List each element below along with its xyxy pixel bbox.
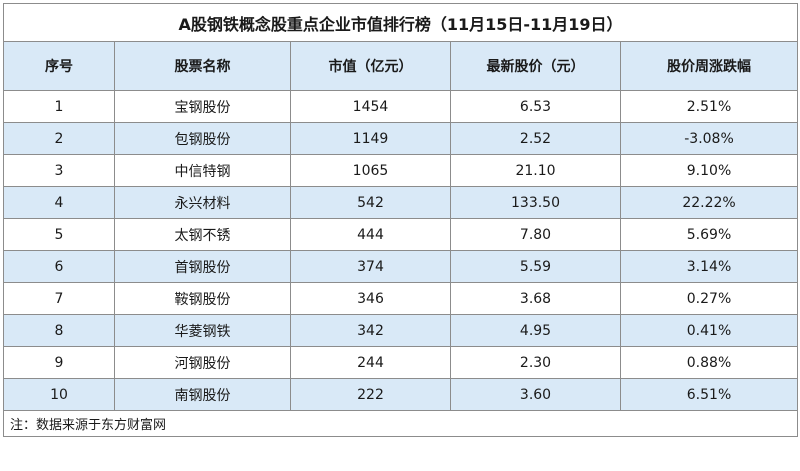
cell-rank: 8	[3, 314, 115, 347]
table-row: 10 南钢股份 222 3.60 6.51%	[3, 378, 799, 411]
cell-latest-price: 133.50	[450, 186, 621, 219]
table-row: 8 华菱钢铁 342 4.95 0.41%	[3, 314, 799, 347]
cell-latest-price: 5.59	[450, 250, 621, 283]
cell-latest-price: 6.53	[450, 90, 621, 123]
cell-weekly-change: -3.08%	[619, 122, 799, 155]
cell-rank: 10	[3, 378, 115, 411]
cell-stock-name: 鞍钢股份	[114, 282, 291, 315]
header-weekly-change: 股价周涨跌幅	[619, 41, 799, 91]
cell-weekly-change: 0.27%	[619, 282, 799, 315]
table-row: 1 宝钢股份 1454 6.53 2.51%	[3, 90, 799, 123]
header-market-cap: 市值（亿元）	[290, 41, 451, 91]
cell-stock-name: 中信特钢	[114, 154, 291, 187]
cell-market-cap: 1454	[290, 90, 451, 123]
cell-stock-name: 永兴材料	[114, 186, 291, 219]
cell-market-cap: 542	[290, 186, 451, 219]
cell-stock-name: 宝钢股份	[114, 90, 291, 123]
header-latest-price: 最新股价（元）	[450, 41, 621, 91]
header-rank: 序号	[3, 41, 115, 91]
cell-rank: 1	[3, 90, 115, 123]
cell-stock-name: 河钢股份	[114, 346, 291, 379]
cell-market-cap: 244	[290, 346, 451, 379]
cell-latest-price: 4.95	[450, 314, 621, 347]
table-title: A股钢铁概念股重点企业市值排行榜（11月15日-11月19日）	[2, 3, 799, 42]
table-row: 4 永兴材料 542 133.50 22.22%	[3, 186, 799, 219]
table-row: 9 河钢股份 244 2.30 0.88%	[3, 346, 799, 379]
cell-weekly-change: 2.51%	[619, 90, 799, 123]
table-row: 5 太钢不锈 444 7.80 5.69%	[3, 218, 799, 251]
cell-weekly-change: 9.10%	[619, 154, 799, 187]
cell-rank: 9	[3, 346, 115, 379]
table-row: 2 包钢股份 1149 2.52 -3.08%	[3, 122, 799, 155]
cell-rank: 5	[3, 218, 115, 251]
cell-market-cap: 1065	[290, 154, 451, 187]
ranking-table-container: A股钢铁概念股重点企业市值排行榜（11月15日-11月19日） 序号 股票名称 …	[2, 3, 799, 468]
header-row: 序号 股票名称 市值（亿元） 最新股价（元） 股价周涨跌幅	[3, 41, 799, 91]
cell-stock-name: 首钢股份	[114, 250, 291, 283]
note-row: 注：数据来源于东方财富网	[2, 410, 799, 437]
cell-latest-price: 2.52	[450, 122, 621, 155]
source-note: 注：数据来源于东方财富网	[2, 410, 799, 437]
cell-market-cap: 222	[290, 378, 451, 411]
cell-stock-name: 南钢股份	[114, 378, 291, 411]
cell-weekly-change: 22.22%	[619, 186, 799, 219]
cell-weekly-change: 0.88%	[619, 346, 799, 379]
table-row: 6 首钢股份 374 5.59 3.14%	[3, 250, 799, 283]
cell-market-cap: 342	[290, 314, 451, 347]
ranking-table: A股钢铁概念股重点企业市值排行榜（11月15日-11月19日） 序号 股票名称 …	[2, 3, 799, 437]
table-row: 7 鞍钢股份 346 3.68 0.27%	[3, 282, 799, 315]
title-row: A股钢铁概念股重点企业市值排行榜（11月15日-11月19日）	[2, 3, 799, 42]
cell-weekly-change: 0.41%	[619, 314, 799, 347]
header-stock-name: 股票名称	[114, 41, 291, 91]
cell-latest-price: 3.68	[450, 282, 621, 315]
cell-rank: 4	[3, 186, 115, 219]
cell-market-cap: 444	[290, 218, 451, 251]
cell-latest-price: 2.30	[450, 346, 621, 379]
cell-latest-price: 3.60	[450, 378, 621, 411]
cell-rank: 7	[3, 282, 115, 315]
cell-market-cap: 374	[290, 250, 451, 283]
cell-rank: 6	[3, 250, 115, 283]
cell-market-cap: 1149	[290, 122, 451, 155]
cell-market-cap: 346	[290, 282, 451, 315]
cell-rank: 3	[3, 154, 115, 187]
cell-stock-name: 华菱钢铁	[114, 314, 291, 347]
cell-weekly-change: 5.69%	[619, 218, 799, 251]
cell-rank: 2	[3, 122, 115, 155]
table-row: 3 中信特钢 1065 21.10 9.10%	[3, 154, 799, 187]
cell-weekly-change: 6.51%	[619, 378, 799, 411]
cell-latest-price: 7.80	[450, 218, 621, 251]
cell-stock-name: 太钢不锈	[114, 218, 291, 251]
cell-weekly-change: 3.14%	[619, 250, 799, 283]
cell-latest-price: 21.10	[450, 154, 621, 187]
cell-stock-name: 包钢股份	[114, 122, 291, 155]
